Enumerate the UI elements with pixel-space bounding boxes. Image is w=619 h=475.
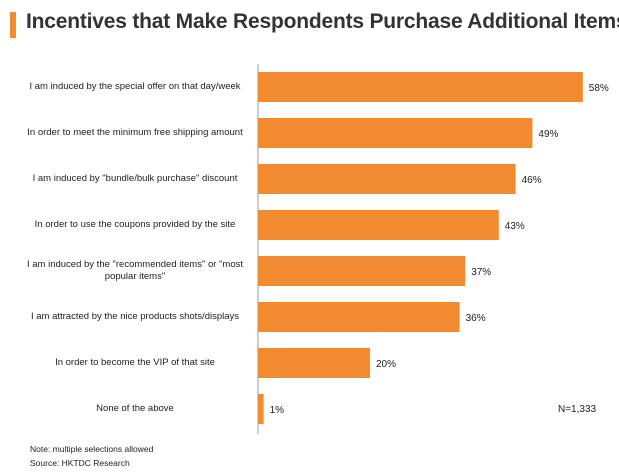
bar-value-label: 37% (471, 267, 491, 278)
category-label: I am attracted by the nice products shot… (30, 311, 240, 322)
bar (258, 72, 583, 102)
bar (258, 210, 499, 240)
category-label: I am induced by the special offer on tha… (29, 81, 241, 92)
sample-size-label: N=1,333 (558, 404, 597, 415)
bar-value-label: 20% (376, 359, 396, 370)
bar-value-label: 36% (466, 313, 486, 324)
title-accent-bar (10, 12, 16, 38)
bar (258, 302, 460, 332)
bar (258, 118, 533, 148)
bar (258, 256, 466, 286)
category-label: None of the above (96, 403, 174, 414)
bar-value-label: 58% (589, 83, 609, 94)
bar-value-label: 46% (522, 175, 542, 186)
bar-value-label: 49% (538, 129, 558, 140)
chart-title: Incentives that Make Respondents Purchas… (26, 10, 619, 33)
bar-value-label: 1% (270, 405, 285, 416)
bar (258, 348, 370, 378)
bar (258, 394, 264, 424)
bar (258, 164, 516, 194)
category-label: In order to become the VIP of that site (55, 357, 215, 368)
category-label: I am induced by "bundle/bulk purchase" d… (32, 173, 238, 184)
source-text: Source: HKTDC Research (30, 458, 130, 468)
category-label: In order to use the coupons provided by … (34, 219, 236, 230)
note-text: Note: multiple selections allowed (30, 444, 154, 454)
bar-value-label: 43% (505, 221, 525, 232)
category-label: I am induced by the "recommended items" … (26, 259, 244, 282)
category-label: In order to meet the minimum free shippi… (27, 127, 243, 138)
